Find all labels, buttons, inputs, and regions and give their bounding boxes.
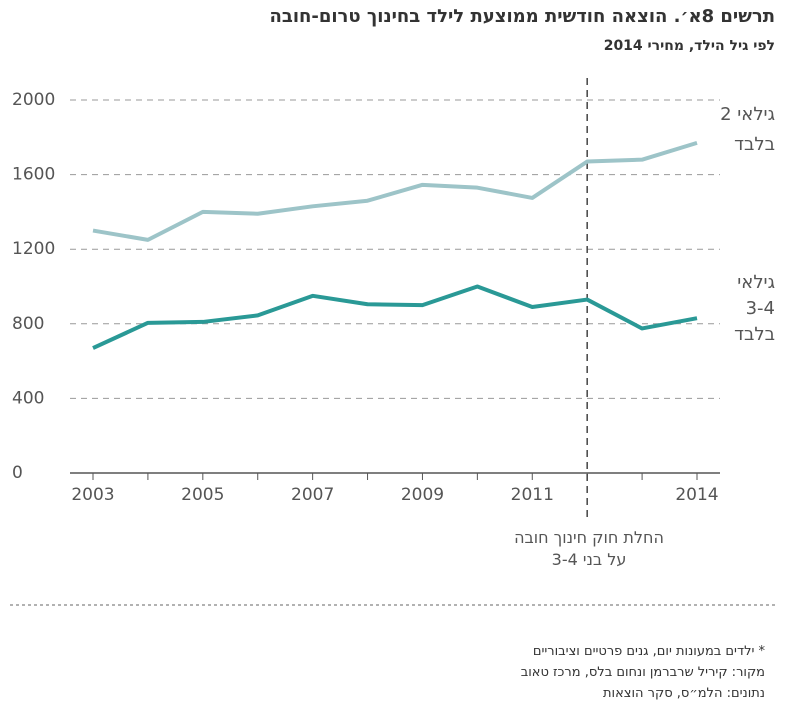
y-tick-label: 0 bbox=[12, 463, 23, 483]
legend-label: גילאי 2 בלבד bbox=[720, 104, 775, 155]
legend-label: גילאי 3-4 בלבד bbox=[734, 272, 775, 345]
notes: * ילדים במעונות יום, גנים פרטיים וציבורי… bbox=[521, 620, 765, 725]
x-tick-label: 2009 bbox=[401, 485, 444, 505]
x-tick-label: 2005 bbox=[181, 485, 224, 505]
chart-subtitle: לפי גיל הילד, מחירי 2014 bbox=[603, 38, 775, 54]
x-tick-label: 2011 bbox=[511, 485, 554, 505]
note: * ילדים במעונות יום, גנים פרטיים וציבורי… bbox=[532, 644, 765, 659]
y-tick-label: 1600 bbox=[12, 165, 55, 185]
page: 0 400 800 1200 1600 2000 2003 2005 2007 2009 2011 2… bbox=[10, 6, 775, 701]
x-tick-label: 2007 bbox=[291, 485, 334, 505]
y-tick-label: 2000 bbox=[12, 90, 55, 110]
note: מקור: קיריל שרברמן ונחום בלס, מרכז טאוב bbox=[520, 665, 765, 680]
chart: 0 400 800 1200 1600 2000 2003 2005 2007 2009 2011 2… bbox=[10, 78, 775, 606]
series-line bbox=[92, 284, 698, 350]
y-tick-label: 1200 bbox=[12, 239, 55, 259]
y-tick-label: 400 bbox=[12, 388, 44, 408]
x-tick-label: 2003 bbox=[71, 485, 114, 505]
note: נתונים: הלמ״ס, סקר הוצאות bbox=[603, 686, 765, 701]
vline-label: החלת חוק חינוך חובה על בני 3-4 bbox=[514, 528, 664, 569]
chart-title: תרשים 8א׳. הוצאה חודשית ממוצעת לילד בחינ… bbox=[269, 6, 775, 27]
x-tick-label: 2014 bbox=[675, 485, 718, 505]
y-tick-label: 800 bbox=[12, 314, 44, 334]
series-line bbox=[92, 140, 698, 242]
